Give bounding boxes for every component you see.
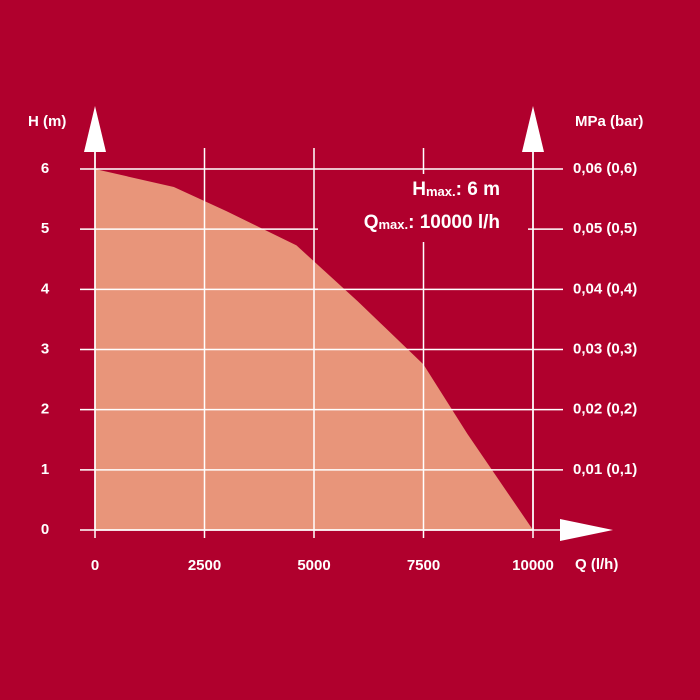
y2-tick-label: 0,05 (0,5) [573,220,637,237]
y2-axis-label: MPa (bar) [575,113,643,130]
annotation-part: Q [364,212,379,233]
annotation-part: H [412,179,426,200]
y-tick-label: 0 [41,521,49,538]
annotation-part: : 6 m [456,179,500,200]
annotation-part: max. [378,217,408,232]
y2-tick-label: 0,03 (0,3) [573,340,637,357]
annotation-part: : 10000 l/h [408,212,500,233]
y-tick-label: 5 [41,220,49,237]
y2-tick-label: 0,01 (0,1) [573,461,637,478]
y-tick-label: 6 [41,160,49,177]
annotation-part: max. [426,184,456,199]
x-tick-label: 10000 [512,557,554,574]
y-axis-arrow [84,106,106,152]
y-tick-label: 3 [41,340,49,357]
y-tick-label: 2 [41,401,49,418]
x-tick-label: 0 [91,557,99,574]
y2-tick-label: 0,06 (0,6) [573,160,637,177]
x-tick-label: 2500 [188,557,221,574]
x-axis-arrow [560,519,613,541]
annotation: Qmax.: 10000 l/h [364,212,500,233]
x-tick-label: 7500 [407,557,440,574]
y-tick-label: 1 [41,461,49,478]
y2-tick-label: 0,04 (0,4) [573,280,637,297]
annotation: Hmax.: 6 m [412,179,500,200]
annotation-backdrop [318,174,528,242]
y-axis-label: H (m) [28,113,66,130]
y2-tick-label: 0,02 (0,2) [573,401,637,418]
y-tick-label: 4 [41,280,50,297]
y2-axis-arrow [522,106,544,152]
x-axis-label: Q (l/h) [575,556,618,573]
x-tick-label: 5000 [297,557,330,574]
